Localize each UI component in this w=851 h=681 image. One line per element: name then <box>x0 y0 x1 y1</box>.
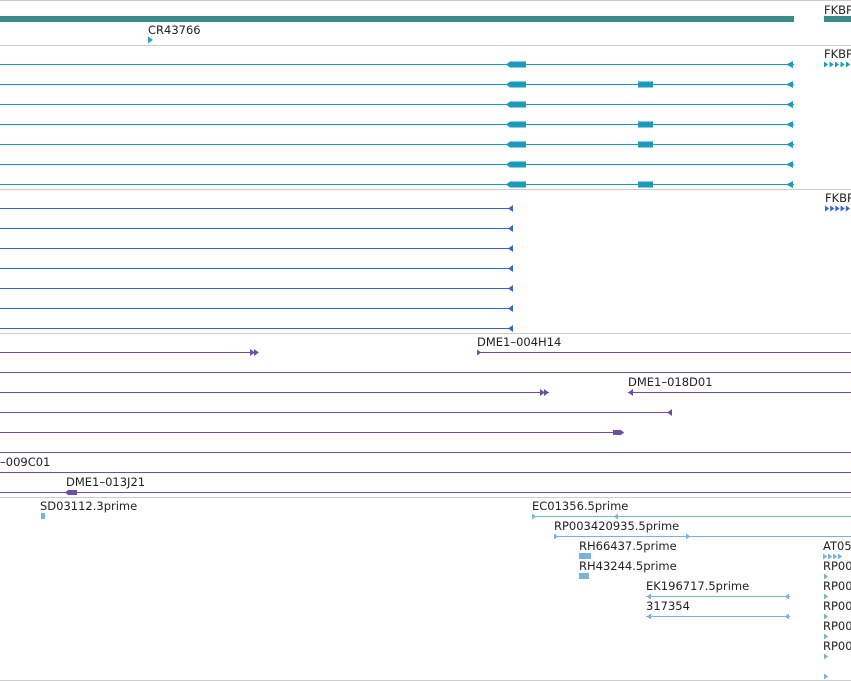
est-rp00-arrow <box>824 673 829 680</box>
bac-arrow <box>540 389 545 396</box>
cdna-arrow <box>508 285 513 292</box>
est-arrow <box>646 613 651 620</box>
transcript-fkbp-arrow <box>840 61 845 68</box>
bac-label-013j21[interactable]: DME1–013J21 <box>66 475 146 489</box>
transcript-exon <box>510 141 526 148</box>
transcript-end-arrow <box>786 181 793 188</box>
est-label-rp00-c[interactable]: RP00 <box>823 599 851 613</box>
transcript-exon <box>638 121 653 128</box>
transcript-end-arrow <box>786 161 793 168</box>
bac-label-018d01[interactable]: DME1–018D01 <box>628 375 713 389</box>
transcript-exon <box>510 61 526 68</box>
est-arrow <box>784 613 789 620</box>
bac-arrow <box>620 429 625 436</box>
gene-label-cr43766[interactable]: CR43766 <box>148 23 201 37</box>
transcript-group-label[interactable]: FKBP <box>824 47 851 61</box>
cdna-fkbp-arrow <box>830 205 835 212</box>
est-label-ec01356[interactable]: EC01356.5prime <box>532 499 629 513</box>
est-rp00-arrow <box>824 593 829 600</box>
est-arrow <box>554 533 559 540</box>
transcript-exon <box>510 81 526 88</box>
est-label-rp00-e[interactable]: RP00 <box>823 639 851 653</box>
cdna-fkbp-arrow <box>840 205 845 212</box>
transcript-end-arrow <box>786 61 793 68</box>
transcript-exon <box>638 81 653 88</box>
cdna-arrow <box>508 205 513 212</box>
transcript-fkbp-arrow <box>829 61 834 68</box>
transcript-exon <box>638 181 653 188</box>
cdna-fkbp-arrow <box>825 205 830 212</box>
est-arrow <box>613 513 618 520</box>
cdna-arrow <box>508 225 513 232</box>
transcript-fkbp-arrow <box>835 61 840 68</box>
bac-arrow <box>544 389 549 396</box>
transcript-exon-cap <box>506 161 510 168</box>
est-label-317354[interactable]: 317354 <box>646 599 690 613</box>
transcript-end-arrow <box>786 81 793 88</box>
gene-fkbp-right-bar <box>824 16 851 22</box>
est-arrow <box>646 593 651 600</box>
est-rh66437-block <box>579 553 591 559</box>
cdna-group-label[interactable]: FKBP <box>825 191 851 205</box>
est-at05-arrow <box>833 553 838 560</box>
est-rp00-arrow <box>824 573 829 580</box>
bac-arrow <box>254 349 259 356</box>
transcript-end-arrow <box>786 121 793 128</box>
cdna-arrow <box>508 245 513 252</box>
est-label-rh43244[interactable]: RH43244.5prime <box>579 559 677 573</box>
est-label-at05[interactable]: AT05 <box>823 539 851 553</box>
gene-cr43766-glyph <box>148 36 153 44</box>
bac-arrow <box>477 349 482 356</box>
est-rh43244-block <box>579 573 589 579</box>
est-block <box>41 513 45 519</box>
bac-arrow <box>628 389 633 396</box>
cdna-arrow <box>508 305 513 312</box>
bac-label-004h14[interactable]: DME1–004H14 <box>477 335 562 349</box>
transcript-exon-cap <box>506 141 510 148</box>
transcript-exon-cap <box>506 81 510 88</box>
est-label-ek196717[interactable]: EK196717.5prime <box>646 579 750 593</box>
gene-fkbp-bar <box>0 16 794 22</box>
transcript-exon-cap <box>506 181 510 188</box>
est-arrow <box>784 593 789 600</box>
transcript-fkbp-arrow <box>824 61 829 68</box>
bac-arrow <box>250 349 255 356</box>
est-label-rp003420935[interactable]: RP003420935.5prime <box>554 519 680 533</box>
bac-block-013j21 <box>69 490 77 495</box>
bac-arrow <box>667 409 672 416</box>
est-label-sd03112[interactable]: SD03112.3prime <box>40 499 138 513</box>
transcript-exon <box>638 141 653 148</box>
cdna-fkbp-arrow <box>845 205 850 212</box>
est-rp00-arrow <box>824 613 829 620</box>
transcript-exon <box>510 101 526 108</box>
transcript-exon-cap <box>506 61 510 68</box>
cdna-arrow <box>508 265 513 272</box>
transcript-exon <box>510 181 526 188</box>
est-at05-arrow <box>823 553 828 560</box>
est-rp00-arrow <box>824 633 829 640</box>
transcript-exon-cap <box>506 121 510 128</box>
est-rp00-arrow <box>824 653 829 660</box>
cdna-arrow <box>508 325 513 332</box>
est-arrow <box>532 513 537 520</box>
bac-block <box>613 430 621 435</box>
est-label-rp00-a[interactable]: RP00 <box>823 559 851 573</box>
est-arrow <box>686 533 691 540</box>
est-label-rp00-d[interactable]: RP00 <box>823 619 851 633</box>
gene-label-fkbp[interactable]: FKBP <box>824 3 851 17</box>
transcript-exon <box>510 161 526 168</box>
est-label-rh66437[interactable]: RH66437.5prime <box>579 539 677 553</box>
bac-label-009c01[interactable]: –009C01 <box>0 455 51 469</box>
bac-arrow <box>64 489 69 496</box>
transcript-exon <box>510 121 526 128</box>
est-at05-arrow <box>828 553 833 560</box>
cdna-fkbp-arrow <box>835 205 840 212</box>
transcript-end-arrow <box>786 141 793 148</box>
transcript-exon-cap <box>506 101 510 108</box>
est-label-rp00-b[interactable]: RP00 <box>823 579 851 593</box>
transcript-fkbp-arrow <box>846 61 851 68</box>
transcript-end-arrow <box>786 101 793 108</box>
est-at05-arrow <box>838 553 843 560</box>
